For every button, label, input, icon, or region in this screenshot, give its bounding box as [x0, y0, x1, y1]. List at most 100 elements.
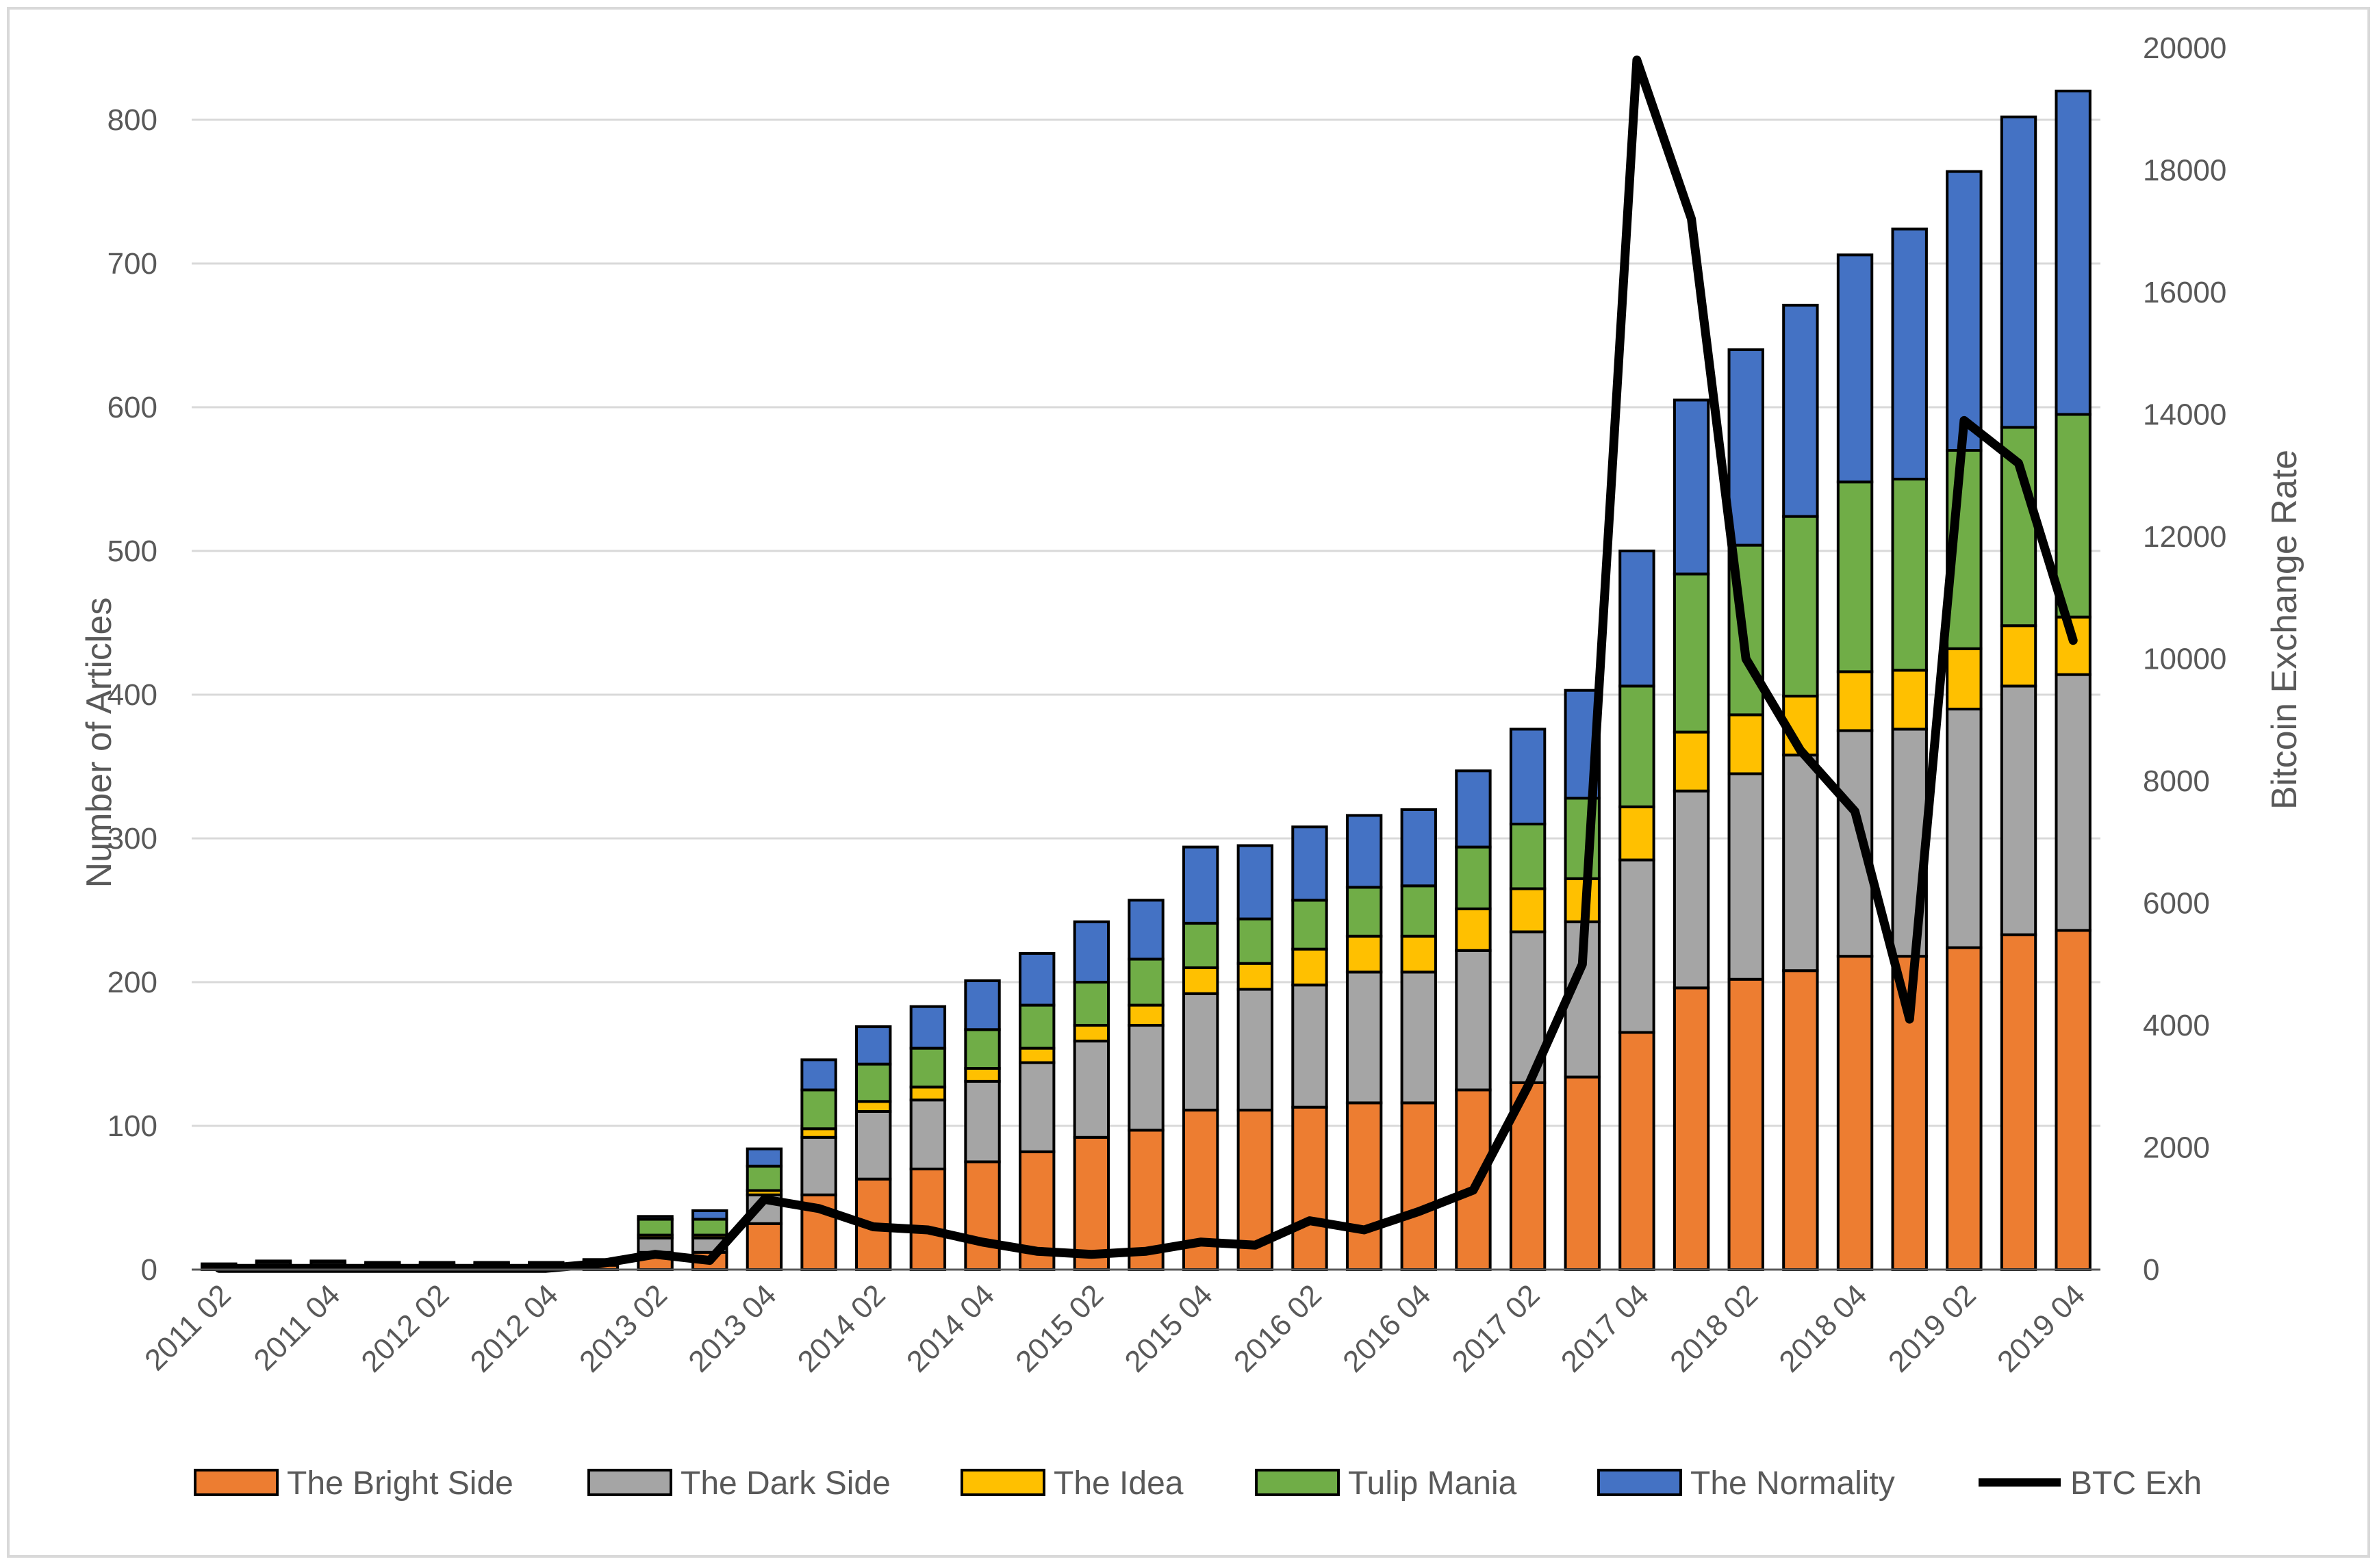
bar-segment — [1727, 772, 1764, 981]
y2-tick-label: 20000 — [2143, 31, 2226, 65]
y-tick-label: 800 — [107, 103, 157, 137]
bar-segment — [1891, 227, 1928, 480]
bar-segment — [473, 1261, 510, 1265]
bar-segment — [1891, 669, 1928, 731]
bar-segment — [964, 1079, 1001, 1164]
bar-segment — [1345, 934, 1383, 974]
bar-segment — [1836, 253, 1874, 484]
bar-segment — [1400, 934, 1437, 974]
bar-segment — [1455, 845, 1492, 910]
bar-segment — [746, 1222, 783, 1272]
bar-segment — [1455, 949, 1492, 1092]
legend-swatch — [961, 1469, 1045, 1496]
bar-segment — [1291, 1105, 1328, 1271]
y2-tick-label: 14000 — [2143, 398, 2226, 432]
bar-segment — [1182, 921, 1219, 970]
bar-segment — [1182, 992, 1219, 1111]
bar-segment — [800, 1088, 837, 1131]
btc-exchange-line — [214, 55, 2078, 1273]
y-tick-label: 600 — [107, 391, 157, 424]
bar-segment — [1673, 789, 1710, 990]
bar-segment — [1291, 947, 1328, 987]
bar-segment — [1236, 962, 1274, 991]
y-tick-label: 700 — [107, 247, 157, 281]
bar-segment — [800, 1058, 837, 1092]
y-tick-label: 500 — [107, 535, 157, 568]
y-tick-label: 300 — [107, 822, 157, 856]
y-tick-label: 200 — [107, 966, 157, 999]
bar-segment — [1836, 670, 1874, 732]
bar-segment — [1018, 1046, 1056, 1064]
bar-segment — [1564, 1075, 1601, 1271]
bar-segment — [1400, 808, 1437, 888]
bar-segment — [909, 1085, 947, 1102]
bar-segment — [2055, 673, 2092, 932]
bar-segment — [964, 1067, 1001, 1083]
bar-segment — [1073, 981, 1110, 1027]
bar-segment — [1345, 886, 1383, 938]
y-axis-title: Number of Articles — [79, 597, 119, 888]
bar-segment — [1673, 986, 1710, 1272]
bar-segment — [746, 1164, 783, 1192]
bar-segment — [1782, 515, 1819, 698]
bar-segment — [1618, 550, 1655, 688]
y2-tick-label: 16000 — [2143, 276, 2226, 309]
bar-segment — [1782, 303, 1819, 518]
bar-segment — [1782, 969, 1819, 1271]
bar-segment — [255, 1259, 292, 1264]
bar-segment — [1128, 957, 1165, 1007]
bars — [201, 90, 2092, 1272]
bar-segment — [1018, 1061, 1056, 1153]
bar-segment — [1782, 754, 1819, 973]
bar-segment — [1182, 845, 1219, 925]
bar-segment — [1236, 917, 1274, 965]
bar-segment — [2000, 933, 2037, 1271]
legend-label: The Idea — [1054, 1465, 1184, 1502]
legend-swatch — [1597, 1469, 1682, 1496]
y2-tick-label: 18000 — [2143, 154, 2226, 188]
bar-segment — [964, 1028, 1001, 1070]
y-tick-label: 400 — [107, 678, 157, 712]
bar-segment — [1455, 1088, 1492, 1271]
y-tick-label: 0 — [141, 1253, 157, 1287]
bar-segment — [1946, 449, 1983, 650]
bar-segment — [2000, 624, 2037, 688]
bar-segment — [418, 1261, 456, 1265]
legend-label: BTC Exh — [2070, 1465, 2202, 1502]
bar-segment — [1236, 988, 1274, 1111]
legend-label: The Normality — [1690, 1465, 1895, 1502]
bar-segment — [1128, 1024, 1165, 1132]
legend-swatch — [1255, 1469, 1340, 1496]
bar-segment — [1836, 955, 1874, 1271]
bar-segment — [1618, 805, 1655, 862]
bar-segment — [309, 1259, 346, 1264]
bar-segment — [1673, 730, 1710, 793]
bar-segment — [746, 1147, 783, 1168]
y2-axis-title: Bitcoin Exchange Rate — [2265, 450, 2304, 810]
legend-label: The Bright Side — [287, 1465, 513, 1502]
bar-segment — [1727, 977, 1764, 1272]
bar-segment — [855, 1025, 892, 1066]
bar-segment — [909, 1098, 947, 1170]
bar-segment — [1291, 825, 1328, 902]
bar-segment — [1400, 884, 1437, 938]
y2-tick-label: 10000 — [2143, 643, 2226, 676]
bar-segment — [1727, 348, 1764, 547]
legend-label: Tulip Mania — [1348, 1465, 1517, 1502]
bar-segment — [1073, 920, 1110, 984]
bar-segment — [1291, 984, 1328, 1109]
bar-segment — [855, 1110, 892, 1181]
bar-segment — [909, 1046, 947, 1089]
bar-segment — [1673, 398, 1710, 576]
bar-segment — [1618, 858, 1655, 1034]
bar-segment — [1345, 814, 1383, 889]
bar-segment — [1509, 728, 1547, 826]
bar-segment — [1018, 1003, 1056, 1050]
bar-segment — [1455, 769, 1492, 849]
bar-segment — [1946, 708, 1983, 949]
bar-segment — [964, 1160, 1001, 1271]
bar-segment — [1073, 1024, 1110, 1043]
bar-segment — [1128, 1003, 1165, 1027]
